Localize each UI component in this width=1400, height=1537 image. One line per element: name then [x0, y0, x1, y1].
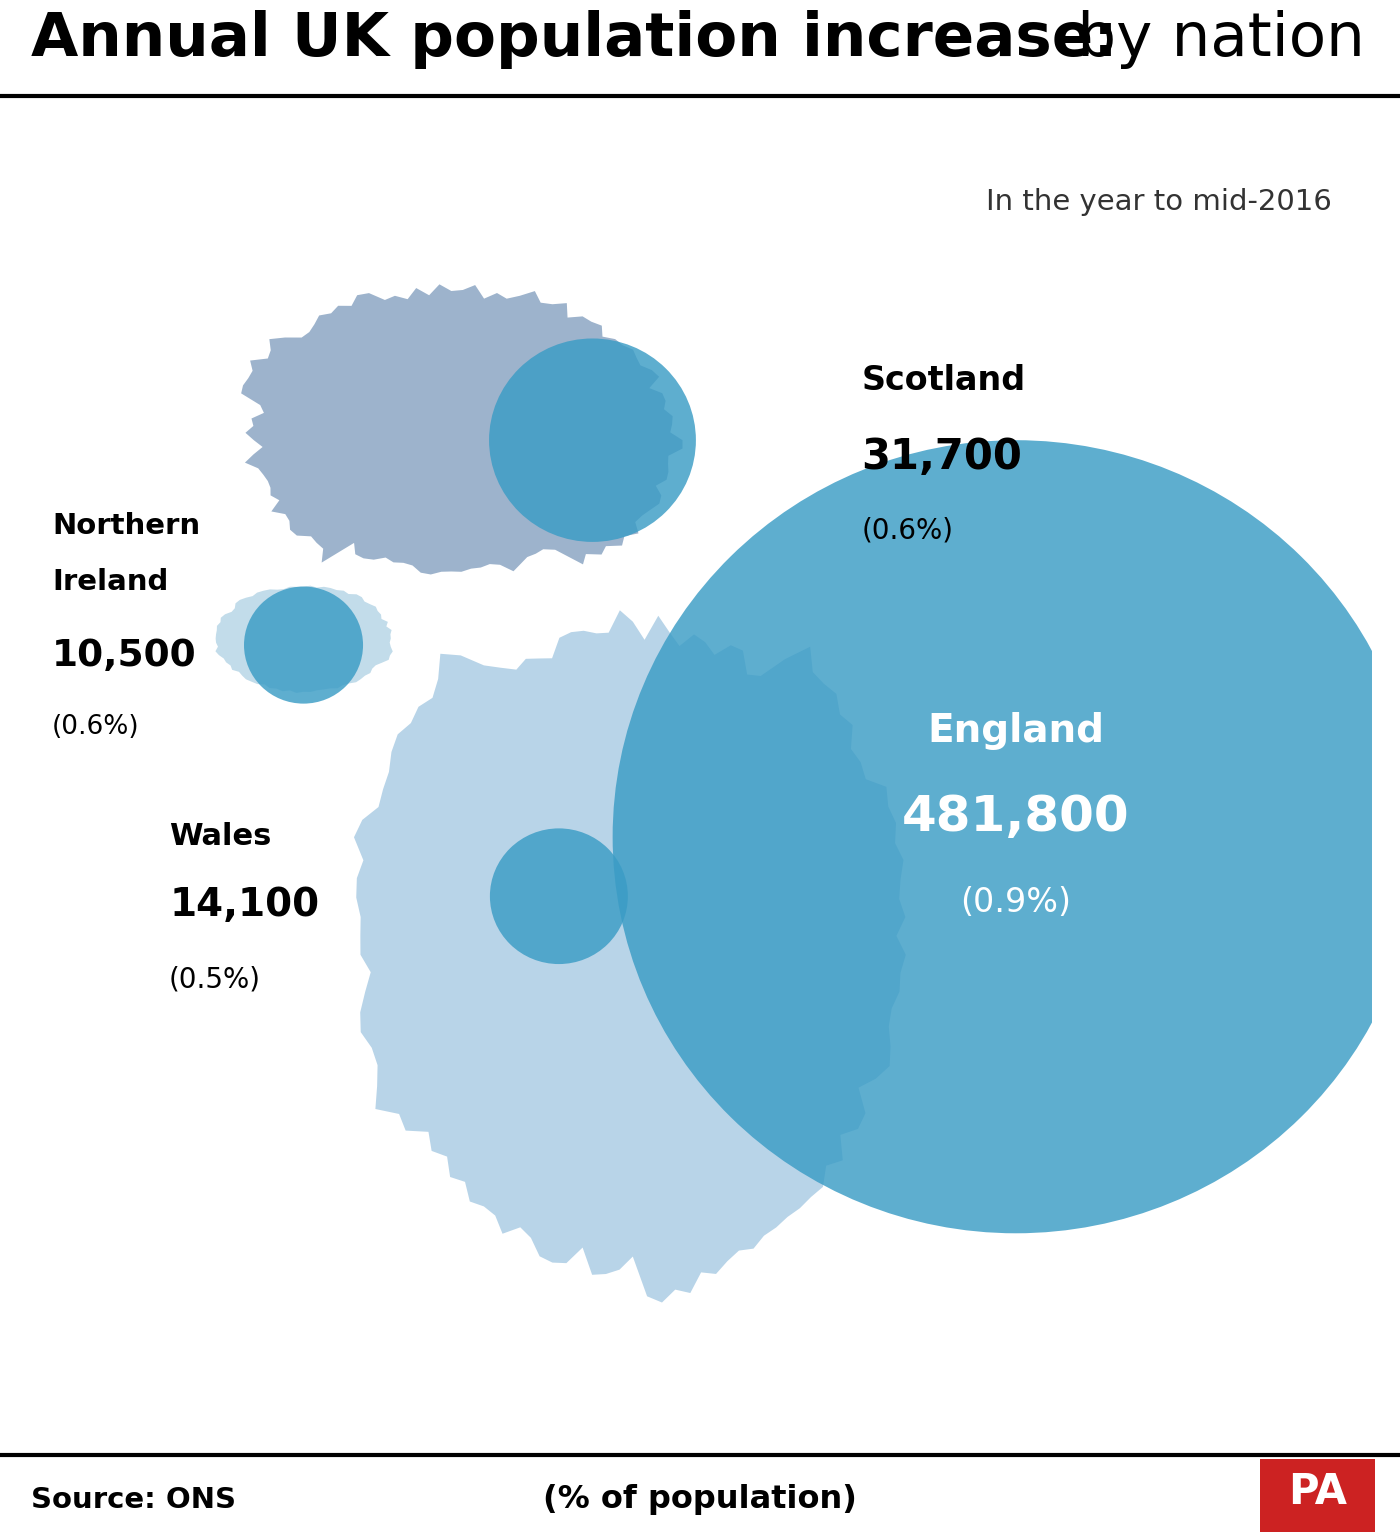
Text: (0.6%): (0.6%) — [861, 516, 953, 544]
Circle shape — [490, 828, 627, 964]
Text: In the year to mid-2016: In the year to mid-2016 — [986, 188, 1331, 217]
Text: 481,800: 481,800 — [902, 793, 1130, 841]
Text: England: England — [927, 712, 1105, 750]
Polygon shape — [241, 284, 682, 575]
Text: 14,100: 14,100 — [169, 887, 319, 924]
Text: (0.6%): (0.6%) — [52, 715, 140, 739]
Text: 10,500: 10,500 — [52, 638, 197, 673]
Text: by nation: by nation — [1058, 11, 1365, 69]
Text: Scotland: Scotland — [861, 364, 1025, 397]
Text: Wales: Wales — [169, 822, 272, 851]
Text: Source: ONS: Source: ONS — [31, 1486, 235, 1514]
Text: (% of population): (% of population) — [543, 1485, 857, 1515]
Circle shape — [613, 440, 1400, 1233]
Text: (0.9%): (0.9%) — [960, 887, 1071, 919]
FancyBboxPatch shape — [1260, 1459, 1375, 1532]
Text: Northern: Northern — [52, 512, 200, 539]
Polygon shape — [216, 586, 393, 693]
Circle shape — [489, 338, 696, 543]
Circle shape — [244, 587, 363, 704]
Text: PA: PA — [1288, 1471, 1347, 1514]
Text: 31,700: 31,700 — [861, 437, 1022, 478]
Text: (0.5%): (0.5%) — [169, 965, 262, 993]
Text: Ireland: Ireland — [52, 567, 168, 596]
Text: Annual UK population increase:: Annual UK population increase: — [31, 11, 1117, 69]
Polygon shape — [354, 610, 906, 1302]
